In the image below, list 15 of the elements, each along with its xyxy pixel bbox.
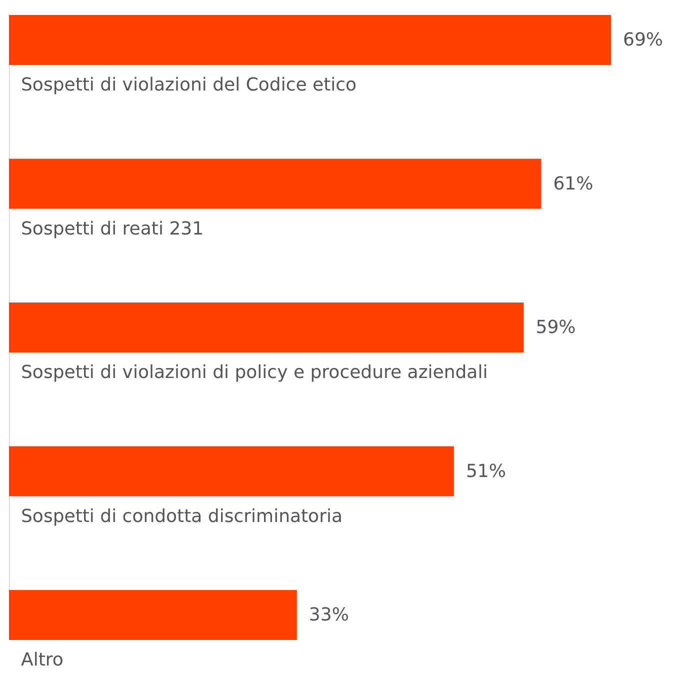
y-tick-label: Sospetti di condotta discriminatoria: [21, 506, 343, 527]
bar: [9, 15, 611, 65]
y-tick-label: Sospetti di violazioni di policy e procedure aziendali: [21, 362, 488, 383]
y-tick-label: Sospetti di violazioni del Codice etico: [21, 74, 357, 96]
data-label: 69%: [623, 30, 664, 50]
bar: [9, 302, 524, 352]
y-tick-label: Sospetti di reati 231: [21, 218, 204, 240]
data-label: 61%: [553, 173, 594, 194]
data-label: 33%: [308, 604, 349, 626]
data-label: 51%: [466, 460, 506, 482]
y-tick-label: Altro: [21, 650, 64, 670]
bar: [9, 446, 454, 496]
bar: [9, 158, 542, 209]
data-label: 59%: [536, 317, 576, 338]
bar: [9, 590, 297, 640]
